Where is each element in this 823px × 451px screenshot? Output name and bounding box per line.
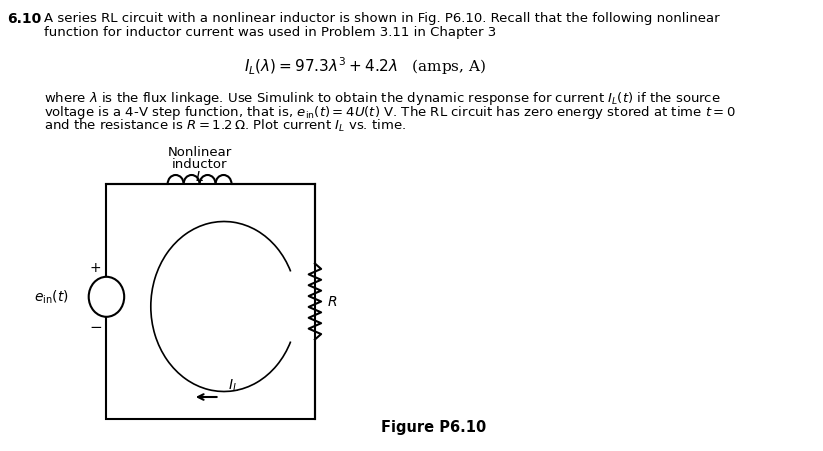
Circle shape	[89, 277, 124, 317]
Text: function for inductor current was used in Problem 3.11 in Chapter 3: function for inductor current was used i…	[44, 26, 496, 39]
Text: 6.10: 6.10	[7, 12, 41, 26]
Text: $R$: $R$	[328, 295, 337, 309]
Text: $e_{\mathrm{in}}(t)$: $e_{\mathrm{in}}(t)$	[35, 289, 69, 306]
Text: +: +	[90, 260, 101, 274]
Bar	[106, 184, 315, 419]
Text: and the resistance is $R = 1.2\,\Omega$. Plot current $I_L$ vs. time.: and the resistance is $R = 1.2\,\Omega$.…	[44, 118, 407, 134]
Text: Nonlinear: Nonlinear	[167, 146, 232, 159]
Text: inductor: inductor	[172, 158, 227, 171]
Text: $I_L$: $I_L$	[229, 377, 239, 393]
Text: $L$: $L$	[195, 170, 204, 184]
Text: A series RL circuit with a nonlinear inductor is shown in Fig. P6.10. Recall tha: A series RL circuit with a nonlinear ind…	[44, 12, 720, 25]
Text: voltage is a 4-V step function, that is, $e_{\mathrm{in}}(t) = 4U(t)$ V. The RL : voltage is a 4-V step function, that is,…	[44, 104, 737, 121]
Text: where $\lambda$ is the flux linkage. Use Simulink to obtain the dynamic response: where $\lambda$ is the flux linkage. Use…	[44, 90, 721, 107]
Text: −: −	[90, 320, 102, 335]
Text: Figure P6.10: Figure P6.10	[381, 419, 486, 434]
Text: $I_L(\lambda) = 97.3\lambda^3 + 4.2\lambda$   (amps, A): $I_L(\lambda) = 97.3\lambda^3 + 4.2\lamb…	[244, 55, 486, 77]
